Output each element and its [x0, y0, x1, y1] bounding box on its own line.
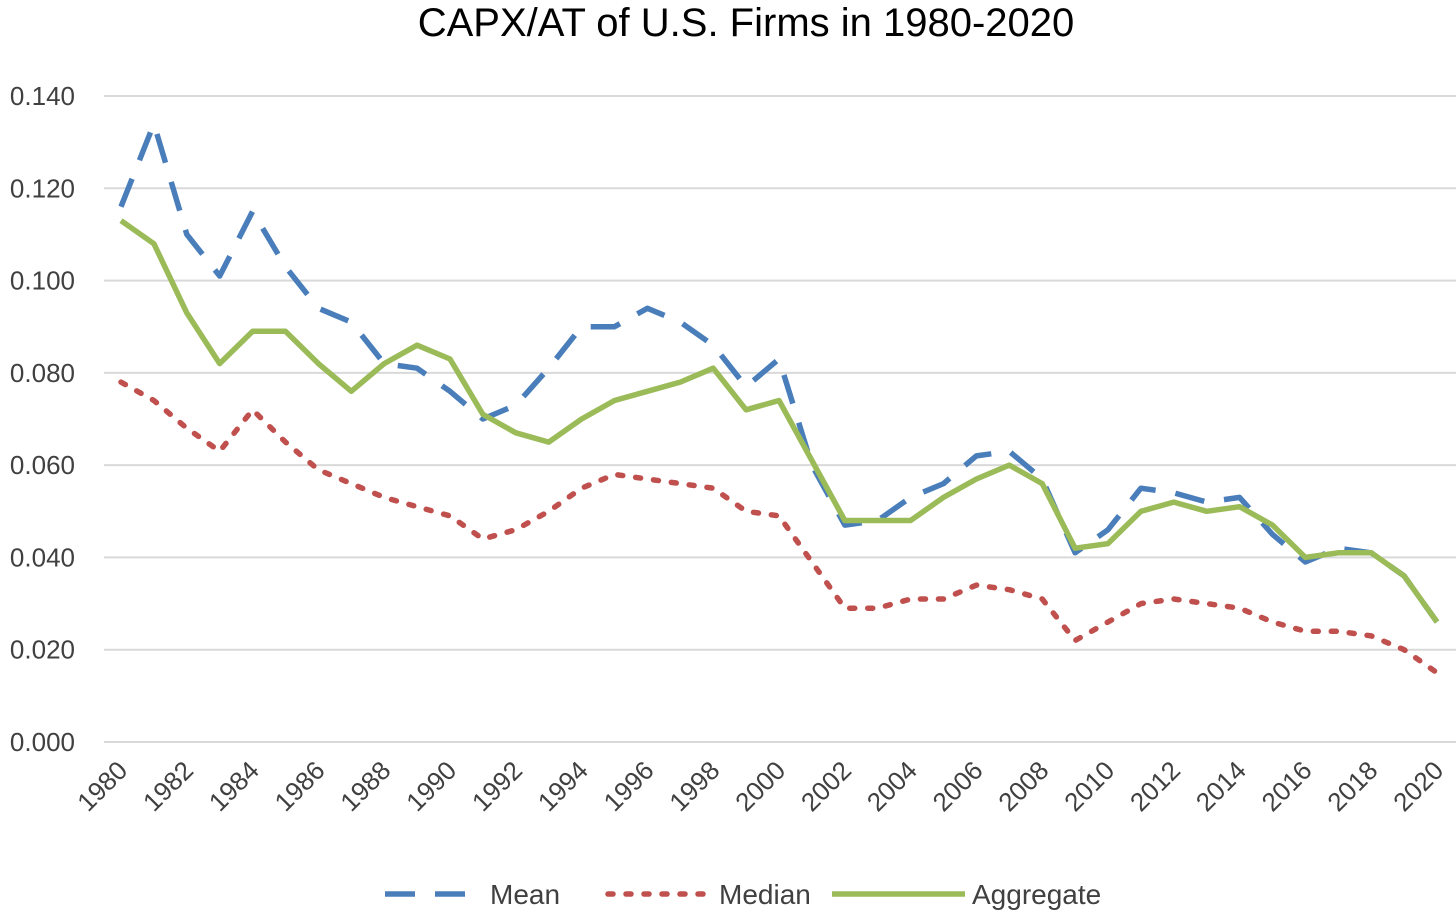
- legend-label-median: Median: [719, 879, 811, 910]
- x-tick-label: 2018: [1321, 755, 1383, 817]
- series-line-mean: [118, 120, 1440, 624]
- x-tick-label: 2004: [861, 755, 923, 817]
- x-tick-label: 2002: [795, 755, 857, 817]
- legend: Mean Median Aggregate: [385, 879, 1101, 910]
- y-tick-label: 0.040: [10, 542, 75, 572]
- x-tick-label: 2020: [1387, 755, 1449, 817]
- x-tick-label: 2006: [927, 755, 989, 817]
- y-tick-label: 0.020: [10, 635, 75, 665]
- x-tick-label: 2012: [1124, 755, 1186, 817]
- y-tick-label: 0.000: [10, 727, 75, 757]
- x-tick-label: 1992: [466, 755, 528, 817]
- x-tick-label: 1986: [269, 755, 331, 817]
- series-line-median: [118, 379, 1440, 676]
- x-tick-label: 1994: [532, 755, 594, 817]
- gridlines: [104, 95, 1456, 743]
- x-tick-label: 2016: [1256, 755, 1318, 817]
- x-tick-label: 2010: [1058, 755, 1120, 817]
- series-line-aggregate: [119, 218, 1440, 624]
- x-tick-label: 1980: [71, 755, 133, 817]
- y-tick-label: 0.060: [10, 450, 75, 480]
- x-tick-label: 2014: [1190, 755, 1252, 817]
- y-tick-label: 0.080: [10, 358, 75, 388]
- x-tick-label: 1984: [203, 755, 265, 817]
- y-tick-label: 0.140: [10, 81, 75, 111]
- x-tick-label: 2000: [729, 755, 791, 817]
- chart-title: CAPX/AT of U.S. Firms in 1980-2020: [418, 1, 1075, 45]
- legend-label-mean: Mean: [490, 879, 560, 910]
- y-tick-label: 0.120: [10, 173, 75, 203]
- series-layer: [118, 120, 1440, 676]
- x-tick-label: 1990: [400, 755, 462, 817]
- x-tick-label: 2008: [992, 755, 1054, 817]
- y-axis: 0.000 0.020 0.040 0.060 0.080 0.100 0.120 0.140: [10, 81, 75, 757]
- x-tick-label: 1988: [334, 755, 396, 817]
- x-axis: 1980 1982 1984 1986 1988 1990 1992 1994 1996 1998…: [71, 755, 1449, 817]
- x-tick-label: 1998: [663, 755, 725, 817]
- x-tick-label: 1996: [598, 755, 660, 817]
- x-tick-label: 1982: [137, 755, 199, 817]
- legend-label-aggregate: Aggregate: [972, 879, 1101, 910]
- y-tick-label: 0.100: [10, 266, 75, 296]
